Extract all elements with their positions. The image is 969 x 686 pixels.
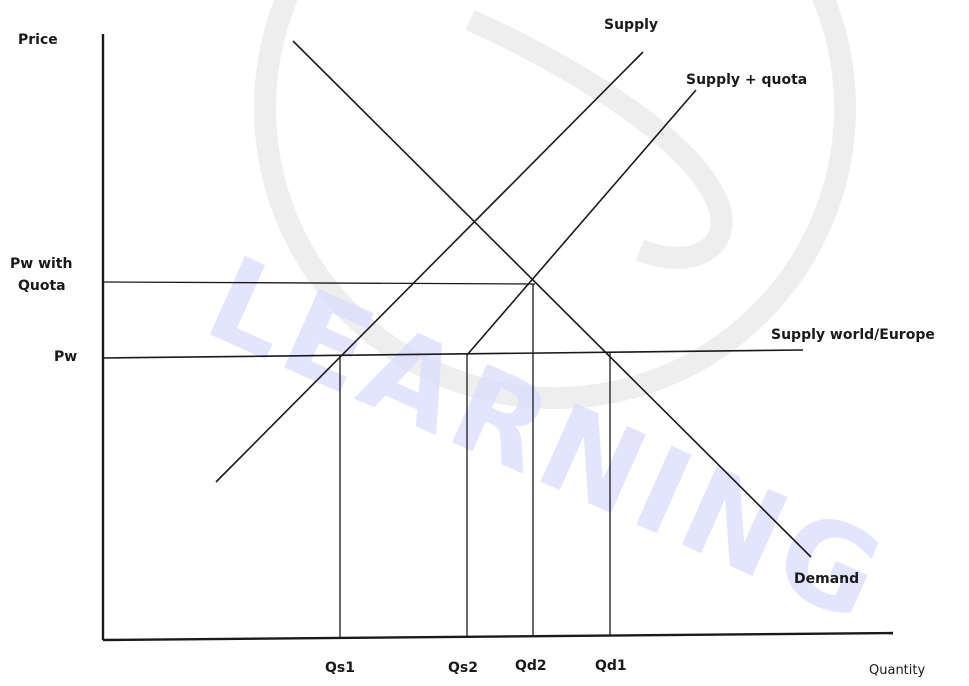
world-supply-line — [102, 349, 804, 359]
supply-curve — [215, 51, 644, 483]
world-supply-label: Supply world/Europe — [771, 327, 935, 343]
pw-quota-label-line2: Quota — [18, 278, 66, 294]
x-axis — [102, 631, 894, 642]
qd1-label: Qd1 — [595, 658, 627, 674]
supply-quota-curve — [466, 89, 697, 356]
qd2-label: Qd2 — [515, 658, 547, 674]
x-axis-label: Quantity — [869, 663, 925, 678]
pw-quota-label-line1: Pw with — [10, 256, 72, 272]
qs2-label: Qs2 — [448, 660, 478, 676]
pw-quota-line — [102, 281, 536, 285]
pw-label: Pw — [54, 349, 77, 365]
watermark-ring — [254, 0, 856, 409]
watermark-swirl — [465, 9, 733, 269]
y-axis-label: Price — [18, 32, 58, 48]
supply-quota-label: Supply + quota — [686, 72, 807, 88]
demand-curve — [292, 40, 812, 558]
watermark: LEARNING — [189, 0, 907, 651]
qs1-label: Qs1 — [325, 660, 355, 676]
demand-label: Demand — [794, 571, 859, 587]
supply-label: Supply — [604, 17, 658, 33]
watermark-text: LEARNING — [189, 230, 907, 651]
